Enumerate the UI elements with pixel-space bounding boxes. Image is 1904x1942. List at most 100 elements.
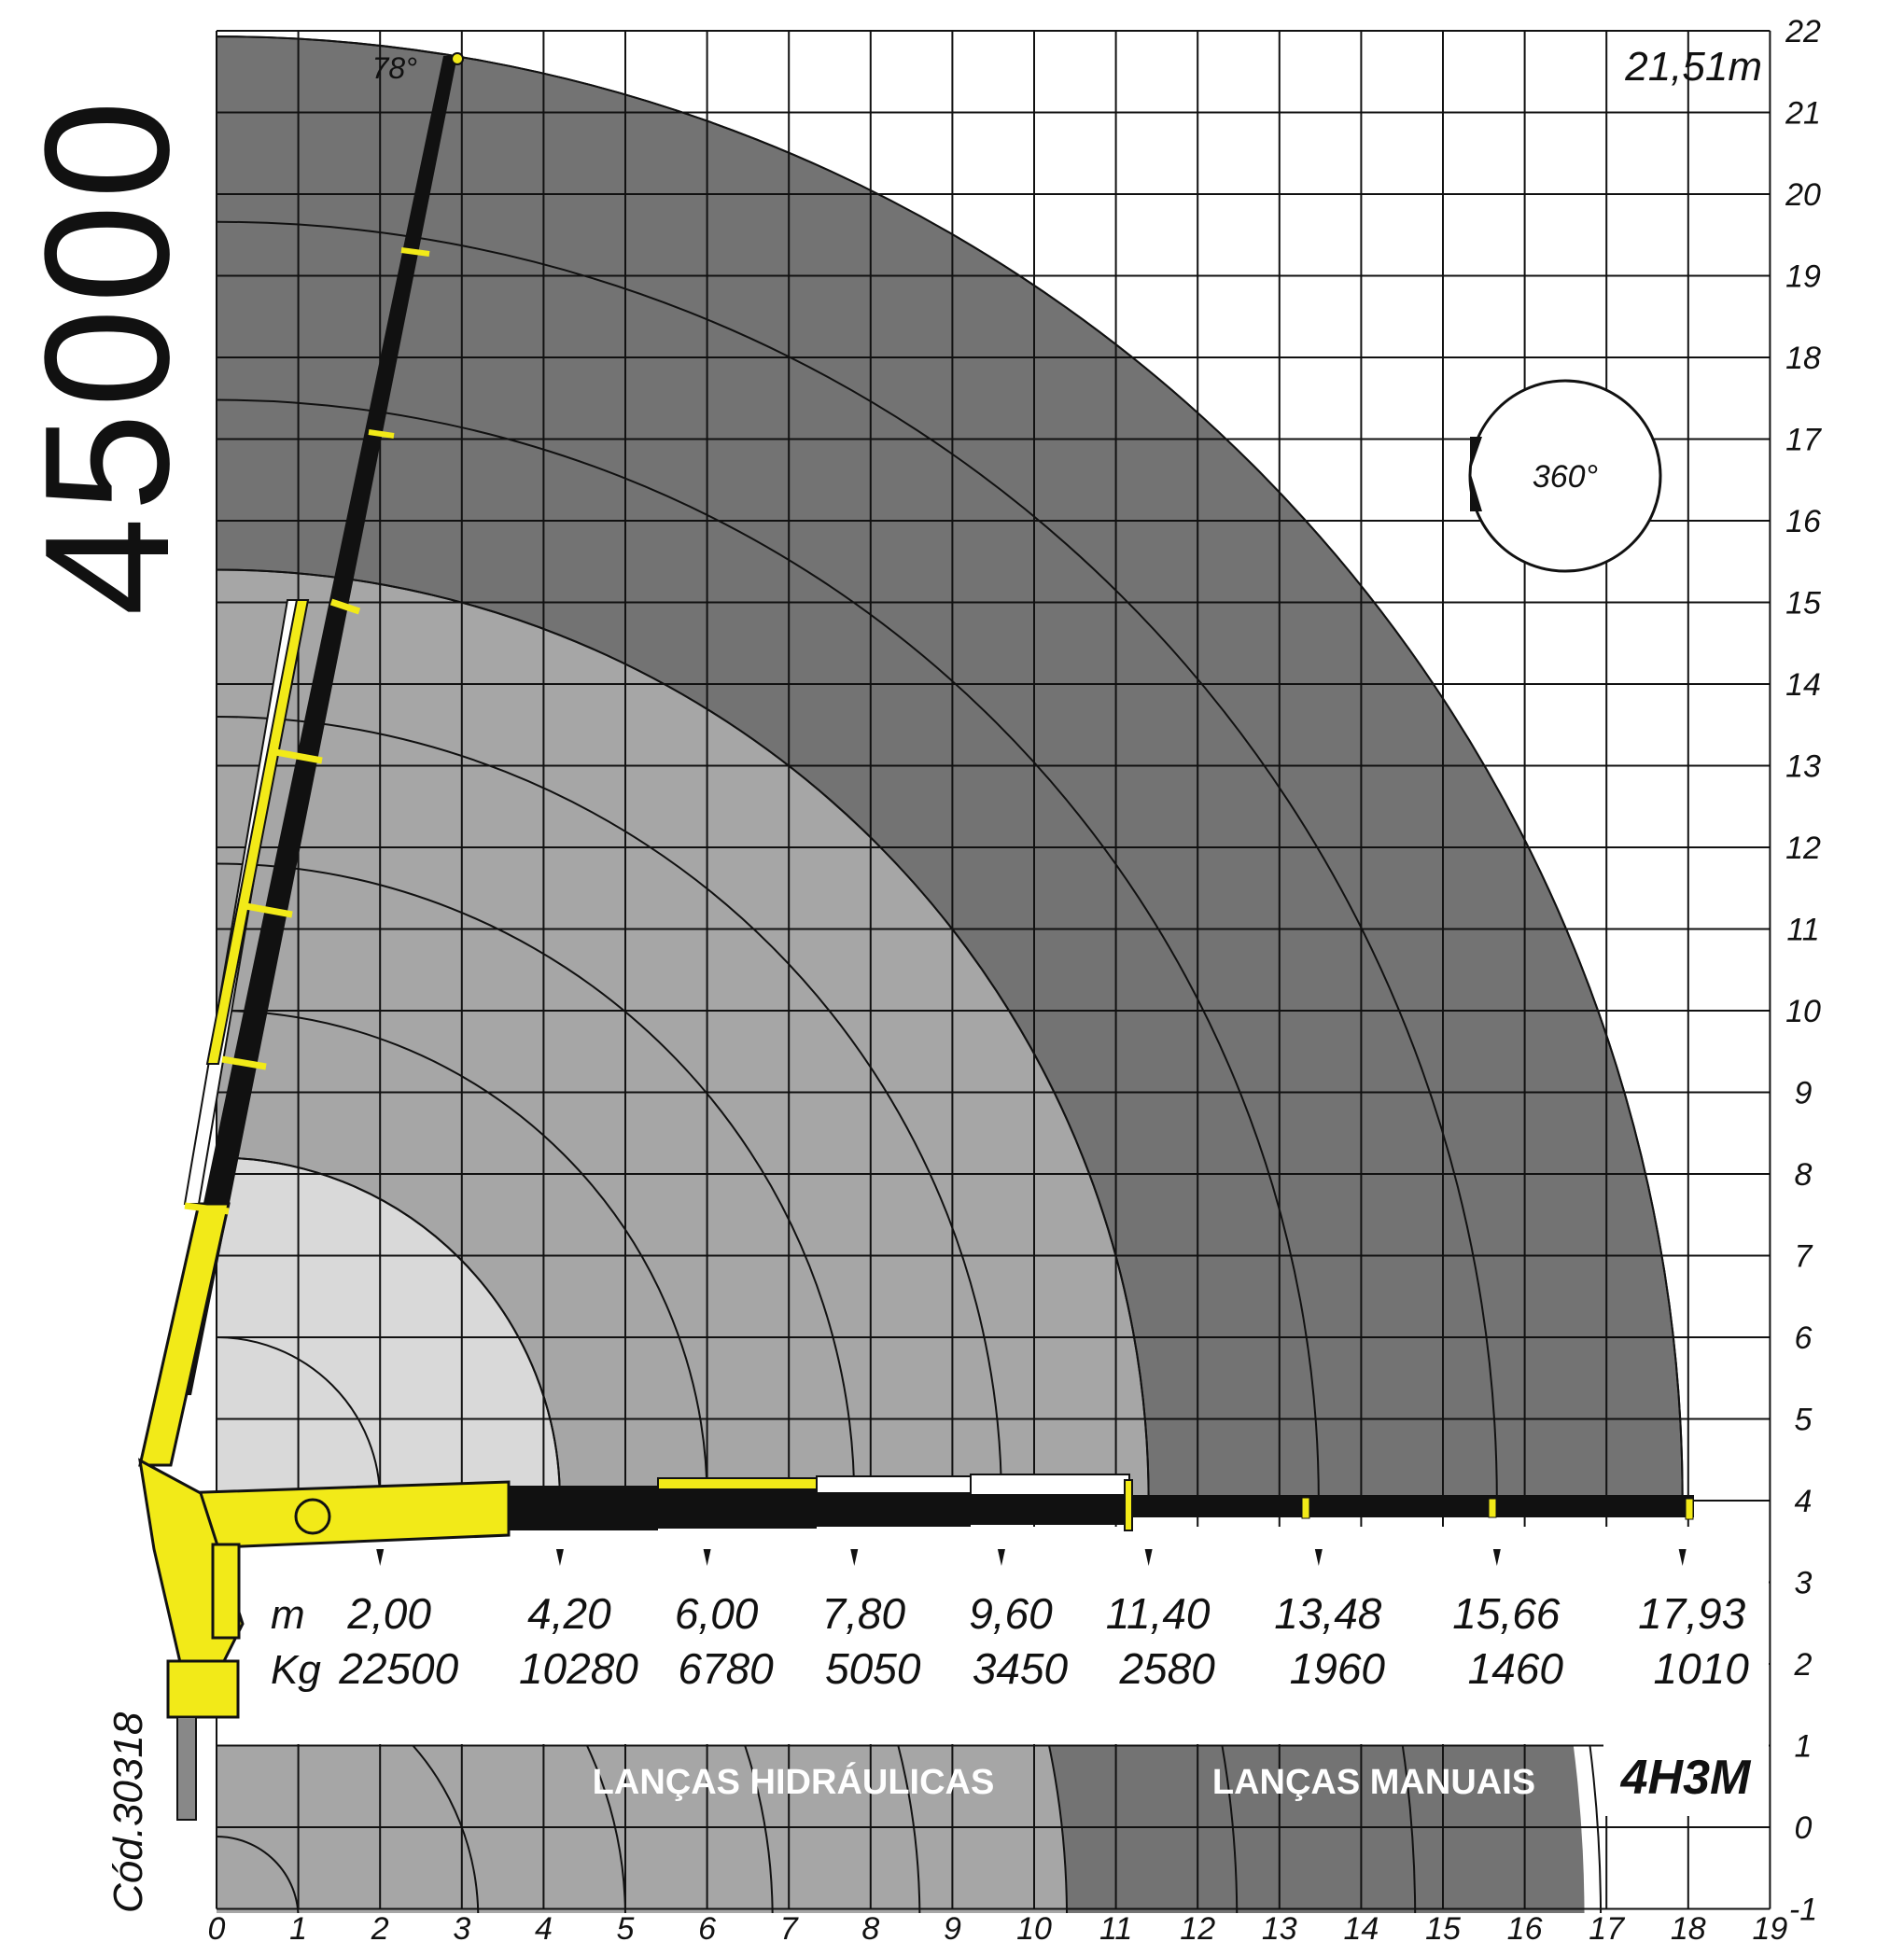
horizontal-boom-collar-2 <box>1301 1497 1310 1519</box>
load-arc <box>217 1010 708 1502</box>
y-tick-label: 11 <box>1786 913 1819 948</box>
load-table-band <box>217 1527 1769 1744</box>
load-weight: 22500 <box>338 1644 458 1693</box>
unit-distance: m <box>271 1592 305 1638</box>
x-tick-label: 14 <box>1343 1911 1379 1942</box>
y-tick-label: 6 <box>1795 1320 1813 1356</box>
load-weight: 10280 <box>519 1644 638 1693</box>
y-tick-label: 12 <box>1785 831 1821 866</box>
x-tick-label: 13 <box>1262 1911 1297 1942</box>
y-tick-label: 20 <box>1785 177 1821 213</box>
y-tick-label: 5 <box>1795 1403 1813 1438</box>
load-reach: 2,00 <box>346 1589 431 1638</box>
section-manual-label: LANÇAS MANUAIS <box>1212 1763 1535 1802</box>
crane-base-icon <box>166 1659 240 1719</box>
horizontal-boom-collar-3 <box>1488 1498 1497 1518</box>
max-height-label: 21,51m <box>1624 44 1762 90</box>
load-reach: 13,48 <box>1274 1589 1382 1638</box>
y-tick-label: 15 <box>1785 586 1821 622</box>
y-tick-label: 10 <box>1785 994 1821 1029</box>
x-tick-label: 15 <box>1425 1911 1461 1942</box>
crane-cylinder-icon <box>211 1543 241 1640</box>
boom-tip-icon <box>451 52 464 65</box>
load-arc <box>217 1336 382 1502</box>
rotation-marker-icon <box>1470 437 1482 511</box>
x-tick-label: 9 <box>944 1911 961 1942</box>
bottom-zone-mid <box>217 1745 1067 1913</box>
load-arc <box>217 220 1498 1502</box>
x-axis-ticks: 0 1 2 3 4 5 6 7 8 9 10 11 12 13 14 15 16 17 18 19 <box>208 1911 1788 1942</box>
x-tick-label: 6 <box>698 1911 716 1942</box>
bottom-arc <box>585 1745 626 1913</box>
model-code-box <box>1603 1743 1769 1816</box>
bottom-arc <box>217 1836 300 1913</box>
load-reach: 4,20 <box>527 1589 611 1638</box>
y-tick-label: -1 <box>1789 1893 1817 1928</box>
load-arc <box>217 862 856 1502</box>
load-markers <box>376 1549 1687 1566</box>
load-reach: 9,60 <box>969 1589 1053 1638</box>
load-marker <box>1678 1549 1687 1566</box>
load-marker <box>703 1549 711 1566</box>
load-arc <box>217 35 1684 1502</box>
y-tick-label: 18 <box>1785 341 1821 376</box>
horizontal-boom-section-1 <box>509 1486 658 1530</box>
load-reach: 7,80 <box>822 1589 906 1638</box>
x-tick-label: 16 <box>1507 1911 1543 1942</box>
load-marker <box>850 1549 859 1566</box>
y-tick-label: 19 <box>1785 259 1821 295</box>
y-tick-label: 22 <box>1785 14 1821 49</box>
horizontal-boom-extension-1 <box>816 1475 972 1494</box>
y-tick-label: 16 <box>1785 504 1821 539</box>
boom-collar-4 <box>221 1055 267 1070</box>
load-weight: 2580 <box>1118 1644 1215 1693</box>
x-tick-label: 11 <box>1099 1911 1132 1942</box>
y-tick-label: 13 <box>1785 749 1821 785</box>
load-marker <box>376 1549 385 1566</box>
load-marker <box>1144 1549 1153 1566</box>
y-tick-label: 21 <box>1785 96 1821 132</box>
model-number: 45000 <box>8 95 206 616</box>
bottom-arc <box>897 1745 921 1913</box>
x-tick-label: 12 <box>1180 1911 1215 1942</box>
load-weight: 1960 <box>1290 1644 1386 1693</box>
boom-joint-2 <box>368 429 395 439</box>
load-reach: 17,93 <box>1638 1589 1746 1638</box>
load-arc <box>217 568 1150 1502</box>
x-tick-label: 7 <box>780 1911 799 1942</box>
boom-collar-1 <box>329 598 361 615</box>
y-tick-label: 17 <box>1785 423 1822 458</box>
y-tick-label: 7 <box>1795 1239 1813 1275</box>
horizontal-boom-manual <box>1129 1495 1694 1517</box>
x-tick-label: 5 <box>617 1911 635 1942</box>
load-table: 2,00 22500 4,20 10280 6,00 6780 7,80 5050 9,60 34… <box>338 1589 1749 1693</box>
y-tick-label: 9 <box>1795 1076 1813 1111</box>
boom-joint-1 <box>400 247 430 257</box>
load-marker <box>997 1549 1005 1566</box>
model-code: 4H3M <box>1620 1751 1752 1805</box>
y-tick-label: 2 <box>1794 1647 1813 1683</box>
bottom-zones <box>217 1745 1603 1913</box>
load-weight: 3450 <box>973 1644 1069 1693</box>
x-tick-label: 1 <box>289 1911 307 1942</box>
boom-base-icon <box>138 1202 231 1467</box>
load-reach: 15,66 <box>1452 1589 1561 1638</box>
y-tick-label: 8 <box>1795 1157 1813 1193</box>
crane-pivot-icon <box>294 1498 331 1535</box>
x-tick-label: 8 <box>861 1911 879 1942</box>
crane-stabilizer-icon <box>176 1716 197 1821</box>
load-reach: 11,40 <box>1106 1589 1211 1638</box>
load-reach: 6,00 <box>675 1589 759 1638</box>
load-weight: 1010 <box>1653 1644 1749 1693</box>
load-weight: 1460 <box>1468 1644 1564 1693</box>
y-tick-label: 1 <box>1795 1729 1813 1765</box>
load-arc <box>217 716 1002 1502</box>
load-marker <box>1492 1549 1501 1566</box>
bottom-arc <box>743 1745 774 1913</box>
load-marker <box>1314 1549 1323 1566</box>
x-tick-label: 3 <box>453 1911 470 1942</box>
horizontal-boom-tip-icon <box>1685 1498 1694 1520</box>
product-code: Cód.30318 <box>105 1711 151 1913</box>
load-arc <box>217 1156 561 1502</box>
